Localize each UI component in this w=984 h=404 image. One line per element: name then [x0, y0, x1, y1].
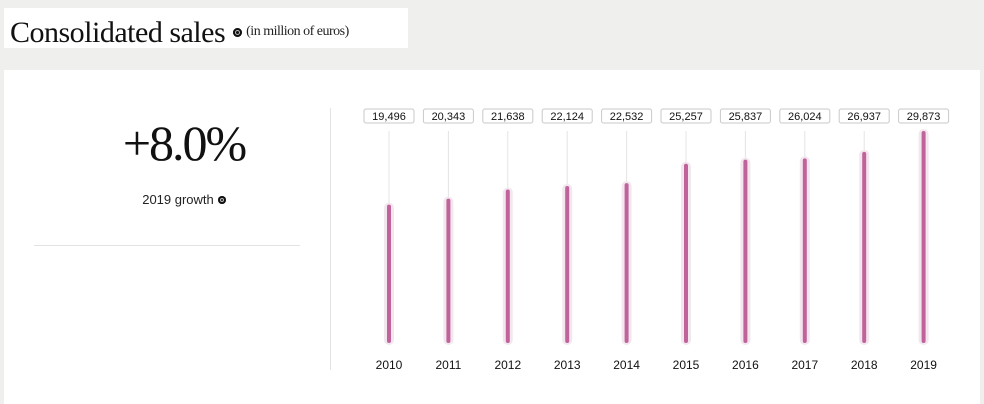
category-label: 2011: [435, 358, 461, 372]
divider: [34, 245, 300, 246]
value-label: 21,638: [491, 111, 525, 123]
value-label: 25,257: [669, 111, 703, 123]
bar-2012[interactable]: [505, 189, 510, 343]
bar-2016[interactable]: [743, 159, 748, 343]
bar-2017[interactable]: [802, 158, 807, 343]
value-label-box: [838, 108, 890, 124]
category-label: 2015: [673, 358, 700, 372]
category-label: 2014: [613, 358, 640, 372]
unit-label: (in million of euros): [246, 24, 349, 40]
bar-2015[interactable]: [684, 163, 688, 343]
sales-bar-chart: 19,496 2010 20,343 2011 21,638 2012 22,124 2013…: [363, 108, 950, 372]
page-title-text: Consolidated sales: [10, 16, 226, 49]
value-label-box: [363, 108, 415, 124]
growth-label-text: 2019 growth: [142, 192, 214, 207]
bar-2010[interactable]: [387, 204, 391, 343]
bar-2013[interactable]: [565, 185, 570, 343]
sales-card: +8.0% 2019 growth 19,496 2010 20,343 2011 21…: [4, 70, 980, 404]
bar-2018[interactable]: [862, 151, 867, 343]
growth-value: +8.0%: [122, 115, 247, 171]
category-label: 2018: [851, 358, 878, 372]
growth-info-icon[interactable]: [217, 195, 226, 204]
category-label: 2013: [554, 358, 581, 372]
value-label: 20,343: [432, 111, 466, 123]
category-label: 2016: [732, 358, 759, 372]
value-label-box: [482, 108, 534, 124]
bar-2014[interactable]: [624, 183, 629, 343]
value-label: 29,873: [907, 111, 941, 123]
value-label-box: [660, 108, 712, 124]
value-label-box: [719, 108, 771, 124]
category-label: 2010: [376, 358, 403, 372]
page-title: Consolidated sales (in million of euros): [10, 16, 349, 50]
value-label-box: [779, 108, 831, 124]
growth-label: 2019 growth: [34, 192, 334, 207]
category-label: 2019: [910, 358, 937, 372]
value-label: 19,496: [372, 111, 406, 123]
category-label: 2017: [791, 358, 818, 372]
vertical-divider: [330, 108, 331, 370]
value-label: 26,024: [788, 111, 822, 123]
category-label: 2012: [494, 358, 521, 372]
value-label: 22,124: [550, 111, 584, 123]
info-icon[interactable]: [233, 27, 243, 37]
bar-2019[interactable]: [921, 131, 926, 343]
value-label-box: [898, 108, 950, 124]
value-label: 26,937: [847, 111, 881, 123]
bar-2011[interactable]: [446, 198, 451, 343]
title-band: Consolidated sales (in million of euros): [4, 8, 408, 50]
value-label: 25,837: [729, 111, 763, 123]
value-label: 22,532: [610, 111, 644, 123]
value-label-box: [541, 108, 593, 124]
value-label-box: [422, 108, 474, 124]
value-label-box: [601, 108, 653, 124]
